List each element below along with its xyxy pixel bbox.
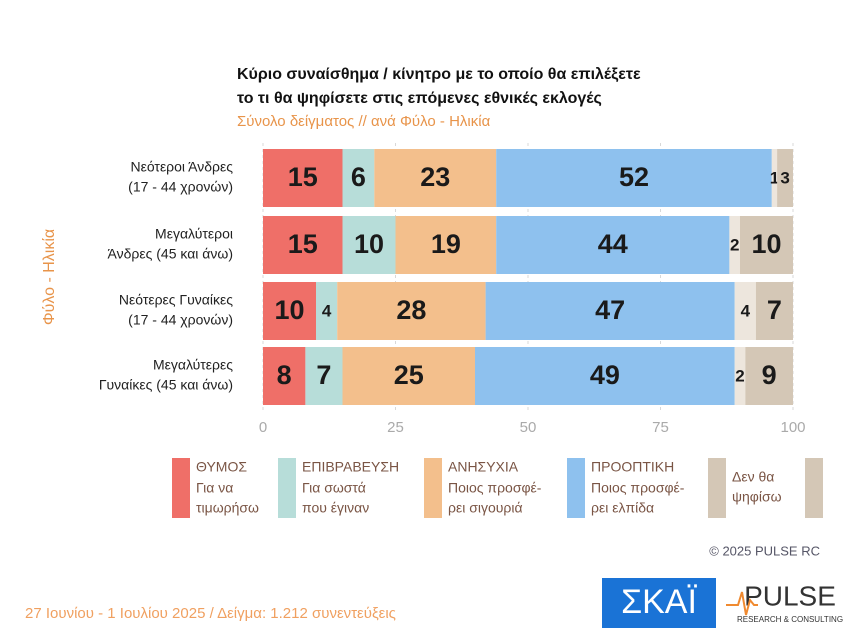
- data-label: 10: [751, 229, 781, 259]
- pulse-logo-icon: [726, 591, 758, 616]
- data-label: 3: [780, 168, 789, 187]
- data-label: 25: [394, 360, 424, 390]
- bar-segment: [496, 149, 772, 207]
- bar-segment: [475, 347, 735, 405]
- legend-description: Ποιος προσφέ-: [591, 480, 685, 496]
- pulse-logo-sub: RESEARCH & CONSULTING: [737, 615, 843, 624]
- legend-swatch: [172, 458, 190, 518]
- legend-description: που έγιναν: [302, 500, 369, 516]
- legend-description: Ποιος προσφέ-: [448, 480, 542, 496]
- bar-segment: [263, 216, 343, 274]
- pulse-logo: PULSE: [744, 580, 836, 611]
- bar-segment: [771, 149, 778, 207]
- bar-segment: [305, 347, 343, 405]
- skai-logo: ΣΚΑΪ: [621, 583, 697, 621]
- data-label: 9: [762, 360, 777, 390]
- bar-segment: [342, 149, 375, 207]
- legend-label: ΕΠΙΒΡΑΒΕΥΣΗ: [302, 459, 399, 475]
- chart-title: το τι θα ψηφίσετε στις επόμενες εθνικές …: [237, 90, 602, 107]
- x-tick-label: 50: [520, 419, 537, 436]
- category-label: Νεότερες Γυναίκες: [119, 292, 233, 308]
- data-label: 15: [288, 162, 318, 192]
- x-tick-label: 75: [652, 419, 669, 436]
- legend-swatch: [708, 458, 726, 518]
- data-label: 4: [322, 301, 332, 320]
- category-label: Μεγαλύτερες: [153, 357, 233, 373]
- skai-logo-bg: [602, 578, 716, 628]
- data-label: 15: [288, 229, 318, 259]
- data-label: 10: [274, 295, 304, 325]
- x-tick-label: 0: [259, 419, 267, 436]
- legend-description: ρει σιγουριά: [448, 500, 523, 516]
- bar-segment: [740, 216, 793, 274]
- x-tick-label: 100: [780, 419, 805, 436]
- category-label: (17 - 44 χρονών): [128, 312, 233, 328]
- legend-label: ΘΥΜΟΣ: [196, 459, 247, 475]
- chart-title: Κύριο συναίσθημα / κίνητρο με το οποίο θ…: [237, 66, 641, 83]
- data-label: 7: [767, 295, 782, 325]
- legend-description: ρει ελπίδα: [591, 500, 654, 516]
- legend-swatch: [805, 458, 823, 518]
- bar-segment: [374, 149, 497, 207]
- legend-swatch: [424, 458, 442, 518]
- data-label: 10: [354, 229, 384, 259]
- data-label: 23: [420, 162, 450, 192]
- bar-segment: [496, 216, 730, 274]
- legend-description: τιμωρήσω: [196, 500, 259, 516]
- category-label: Νεότεροι Άνδρες: [130, 159, 233, 175]
- bar-segment: [263, 282, 316, 340]
- data-label: 19: [431, 229, 461, 259]
- bar-segment: [777, 149, 793, 207]
- data-label: 52: [619, 162, 649, 192]
- category-label: (17 - 44 χρονών): [128, 179, 233, 195]
- bar-segment: [342, 347, 475, 405]
- bar-segment: [342, 216, 396, 274]
- chart-subtitle: Σύνολο δείγματος // ανά Φύλο - Ηλικία: [237, 113, 491, 130]
- x-tick-label: 25: [387, 419, 404, 436]
- bar-segment: [263, 347, 306, 405]
- footer: 27 Ιουνίου - 1 Ιουλίου 2025 / Δείγμα: 1.…: [25, 605, 396, 622]
- data-label: 28: [396, 295, 426, 325]
- bar-segment: [745, 347, 793, 405]
- data-label: 49: [590, 360, 620, 390]
- legend-label: Δεν θα: [732, 469, 774, 485]
- legend-label: ΑΝΗΣΥΧΙΑ: [448, 459, 519, 475]
- bar-segment: [316, 282, 338, 340]
- data-label: 47: [595, 295, 625, 325]
- legend-description: Για σωστά: [302, 480, 366, 496]
- legend-description: Για να: [196, 480, 233, 496]
- data-label: 7: [316, 360, 331, 390]
- data-label: 6: [351, 162, 366, 192]
- category-label: Άνδρες (45 και άνω): [108, 246, 233, 262]
- bar-segment: [734, 347, 746, 405]
- data-label: 2: [730, 235, 739, 254]
- bar-segment: [337, 282, 486, 340]
- legend-label: ψηφίσω: [732, 489, 782, 505]
- data-label: 8: [277, 360, 292, 390]
- data-label: 1: [770, 168, 779, 187]
- category-label: Μεγαλύτεροι: [155, 226, 233, 242]
- legend-swatch: [278, 458, 296, 518]
- data-label: 44: [598, 229, 628, 259]
- data-label: 2: [735, 366, 744, 385]
- bar-segment: [263, 149, 343, 207]
- category-label: Γυναίκες (45 και άνω): [99, 377, 233, 393]
- bar-segment: [395, 216, 497, 274]
- copyright: © 2025 PULSE RC: [709, 543, 820, 558]
- legend-swatch: [567, 458, 585, 518]
- legend-label: ΠΡΟΟΠΤΙΚΗ: [591, 459, 674, 475]
- bar-segment: [485, 282, 735, 340]
- bar-segment: [755, 282, 793, 340]
- y-axis-label: Φύλο - Ηλικία: [41, 229, 58, 325]
- data-label: 4: [741, 301, 751, 320]
- bar-segment: [729, 216, 740, 274]
- bar-segment: [734, 282, 756, 340]
